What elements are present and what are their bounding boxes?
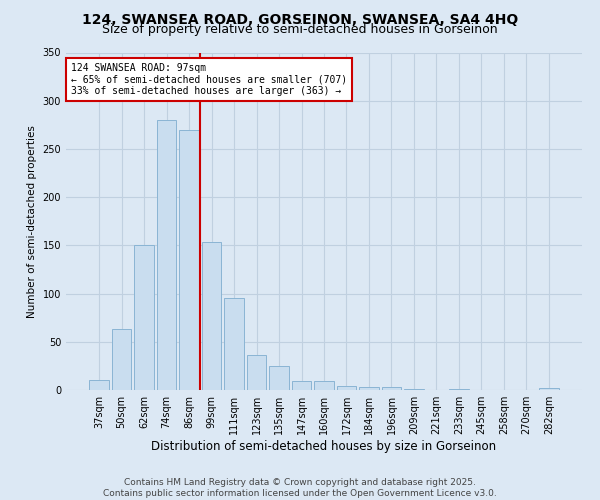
- Text: 124, SWANSEA ROAD, GORSEINON, SWANSEA, SA4 4HQ: 124, SWANSEA ROAD, GORSEINON, SWANSEA, S…: [82, 12, 518, 26]
- Bar: [539, 388, 559, 390]
- Y-axis label: Number of semi-detached properties: Number of semi-detached properties: [27, 125, 37, 318]
- Bar: [202, 242, 221, 390]
- Bar: [89, 380, 109, 390]
- Bar: [382, 387, 401, 390]
- Text: Contains HM Land Registry data © Crown copyright and database right 2025.
Contai: Contains HM Land Registry data © Crown c…: [103, 478, 497, 498]
- Text: 124 SWANSEA ROAD: 97sqm
← 65% of semi-detached houses are smaller (707)
33% of s: 124 SWANSEA ROAD: 97sqm ← 65% of semi-de…: [71, 62, 347, 96]
- Bar: [112, 329, 131, 390]
- Bar: [404, 389, 424, 390]
- X-axis label: Distribution of semi-detached houses by size in Gorseinon: Distribution of semi-detached houses by …: [151, 440, 497, 453]
- Bar: [247, 356, 266, 390]
- Bar: [314, 382, 334, 390]
- Bar: [359, 387, 379, 390]
- Bar: [337, 386, 356, 390]
- Bar: [292, 382, 311, 390]
- Bar: [269, 366, 289, 390]
- Bar: [134, 246, 154, 390]
- Bar: [179, 130, 199, 390]
- Text: Size of property relative to semi-detached houses in Gorseinon: Size of property relative to semi-detach…: [102, 22, 498, 36]
- Bar: [157, 120, 176, 390]
- Bar: [449, 389, 469, 390]
- Bar: [224, 298, 244, 390]
